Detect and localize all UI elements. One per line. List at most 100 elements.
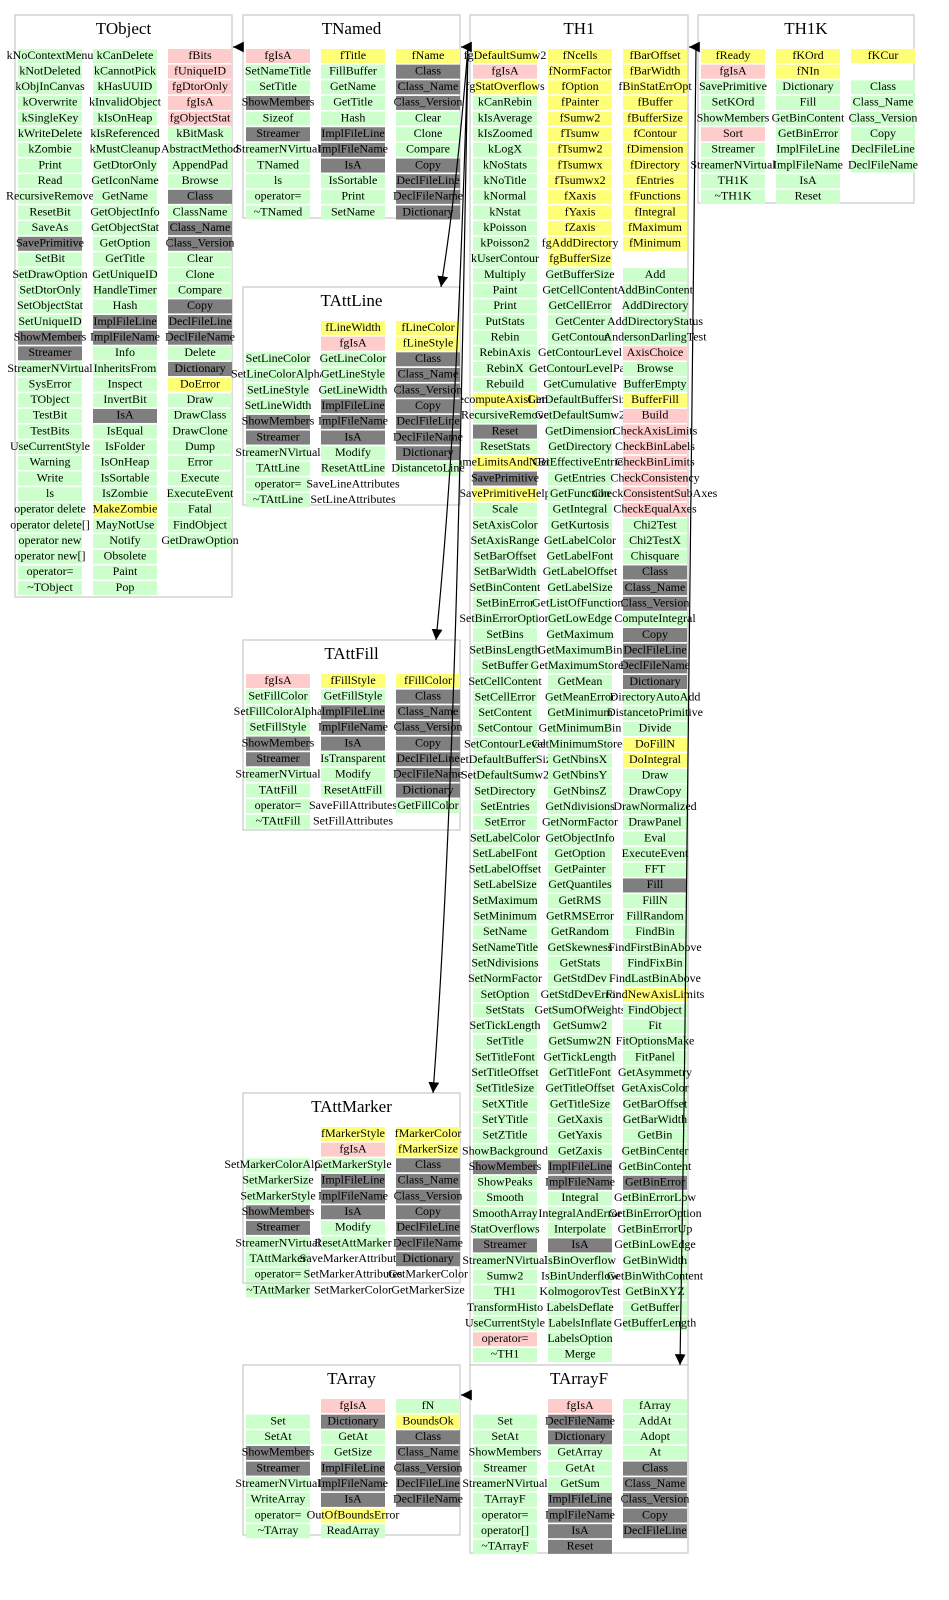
member-cell xyxy=(168,377,232,392)
member-label: DeclFileLine xyxy=(396,1476,459,1490)
member-cell xyxy=(623,283,687,298)
member-cell xyxy=(548,831,612,846)
member-label: GetNormFactor xyxy=(542,815,618,829)
member-label: SetBinErrorOption xyxy=(459,611,550,625)
member-cell xyxy=(623,1034,687,1049)
member-cell xyxy=(168,236,232,251)
member-label: fZaxis xyxy=(565,220,596,234)
member-cell xyxy=(18,330,82,345)
member-label: IsA xyxy=(344,157,362,171)
member-cell xyxy=(701,142,765,157)
member-label: Modify xyxy=(335,1220,371,1234)
member-label: GetLabelOffset xyxy=(543,564,618,578)
member-label: SetKOrd xyxy=(712,95,755,109)
member-label: Class xyxy=(642,564,668,578)
member-label: GetBinXYZ xyxy=(625,1284,684,1298)
member-cell xyxy=(623,753,687,768)
member-cell xyxy=(168,142,232,157)
member-cell xyxy=(321,720,385,735)
member-label: Sort xyxy=(723,126,744,140)
member-label: GetBinError xyxy=(778,126,838,140)
member-cell xyxy=(168,158,232,173)
member-label: Dump xyxy=(185,439,215,453)
member-label: Fill xyxy=(647,877,664,891)
member-label: SetCellContent xyxy=(468,674,542,688)
member-cell xyxy=(851,95,915,110)
member-cell xyxy=(93,80,157,95)
member-label: DistancetoPrimitive xyxy=(607,705,703,719)
member-cell xyxy=(396,49,460,63)
member-label: fPainter xyxy=(561,95,599,109)
member-cell xyxy=(321,1158,385,1173)
member-cell xyxy=(321,414,385,429)
member-label: SetLabelColor xyxy=(470,830,540,844)
member-label: SetAt xyxy=(264,1429,292,1443)
member-cell xyxy=(18,565,82,580)
member-cell xyxy=(246,142,310,157)
member-cell xyxy=(623,502,687,517)
member-label: operator delete[] xyxy=(10,517,90,531)
member-cell xyxy=(623,784,687,799)
member-label: ShowMembers xyxy=(242,735,315,749)
member-cell xyxy=(473,1524,537,1539)
member-label: ImplFileName xyxy=(318,1188,388,1202)
member-cell xyxy=(473,1477,537,1492)
member-label: IsBinUnderflow xyxy=(541,1268,619,1282)
member-cell xyxy=(548,878,612,893)
member-cell xyxy=(321,1524,385,1539)
member-label: Streamer xyxy=(256,429,299,443)
member-label: SetBins xyxy=(486,627,524,641)
member-cell xyxy=(396,1461,460,1476)
member-cell xyxy=(623,878,687,893)
member-label: fXaxis xyxy=(564,189,596,203)
member-cell xyxy=(396,158,460,173)
member-label: Compare xyxy=(178,283,222,297)
member-label: Dictionary xyxy=(402,204,453,218)
member-cell xyxy=(321,446,385,461)
member-cell xyxy=(623,440,687,455)
member-cell xyxy=(321,399,385,414)
member-cell xyxy=(623,393,687,408)
member-cell xyxy=(246,1173,310,1188)
member-cell xyxy=(473,362,537,376)
member-cell xyxy=(548,502,612,517)
member-cell xyxy=(473,565,537,580)
member-label: SetBarOffset xyxy=(474,549,537,563)
member-label: CheckAxisLimits xyxy=(613,423,698,437)
member-label: GetArray xyxy=(557,1445,602,1459)
member-label: fMarkerStyle xyxy=(321,1126,385,1140)
member-cell xyxy=(168,221,232,236)
member-cell xyxy=(548,1019,612,1034)
member-label: StreamerNVirtual xyxy=(235,767,321,781)
member-label: GetBarOffset xyxy=(623,1096,688,1110)
member-cell xyxy=(396,736,460,751)
member-label: Dictionary xyxy=(554,1429,605,1443)
member-label: DirectoryAutoAdd xyxy=(610,689,701,703)
member-label: Fatal xyxy=(188,502,213,516)
member-cell xyxy=(623,1144,687,1159)
member-label: fIntegral xyxy=(634,204,676,218)
class-title: TH1 xyxy=(563,19,594,38)
member-label: TNamed xyxy=(257,157,299,171)
member-label: GetLineWidth xyxy=(319,382,388,396)
member-cell xyxy=(548,1477,612,1492)
member-cell xyxy=(623,737,687,752)
member-label: GetContour xyxy=(552,329,609,343)
member-cell xyxy=(93,127,157,142)
member-cell xyxy=(18,549,82,564)
member-label: DeclFileName xyxy=(393,189,463,203)
member-label: GetBinWithContent xyxy=(607,1268,704,1282)
member-label: fgIsA xyxy=(719,63,747,77)
member-label: StreamerNVirtual xyxy=(235,1235,321,1249)
member-cell xyxy=(93,330,157,345)
member-label: kInvalidObject xyxy=(89,95,162,109)
member-label: fLineStyle xyxy=(403,335,454,349)
member-cell xyxy=(396,174,460,189)
member-label: GetBinError xyxy=(625,1175,685,1189)
member-cell xyxy=(623,768,687,783)
member-cell xyxy=(396,142,460,157)
member-cell xyxy=(623,596,687,611)
member-label: SetLineStyle xyxy=(247,382,309,396)
member-cell xyxy=(473,643,537,658)
member-label: ImplFileLine xyxy=(321,398,384,412)
